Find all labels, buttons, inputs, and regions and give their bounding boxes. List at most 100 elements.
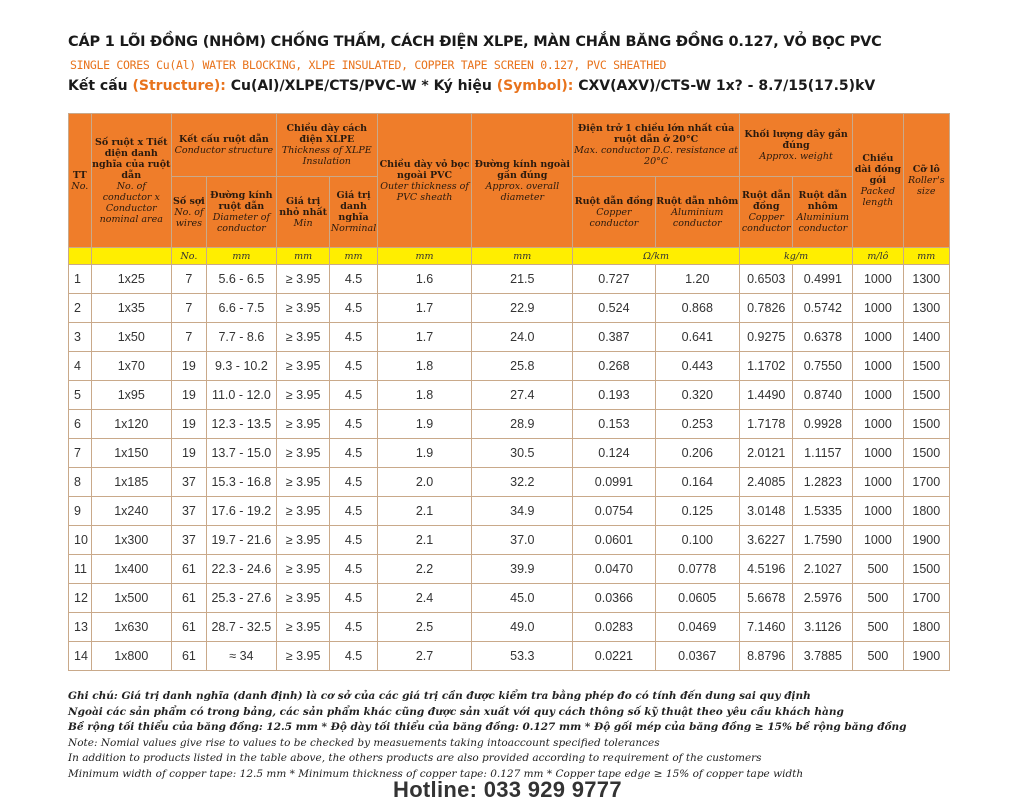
table-cell: 8 [68, 467, 92, 497]
table-cell: 2.1 [376, 525, 473, 555]
table-cell: 1500 [902, 380, 951, 410]
table-row: 12 1x500 61 25.3 - 27.6 ≥ 3.95 4.5 2.4 45.0 0.03… [68, 583, 951, 613]
table-cell: 1900 [902, 525, 951, 555]
table-cell: 1.1702 [738, 351, 794, 381]
table-cell: 4.5 [329, 351, 378, 381]
table-cell: 0.206 [654, 438, 740, 468]
table-cell: 1500 [902, 409, 951, 439]
table-cell: 1x185 [90, 467, 172, 497]
unit-pvc: mm [376, 247, 473, 265]
table-cell: 1.7178 [738, 409, 794, 439]
table-cell: 1x95 [90, 380, 172, 410]
table-cell: 2.4 [376, 583, 473, 613]
table-cell: 1500 [902, 438, 951, 468]
table-cell: 61 [170, 612, 207, 642]
header-resistance-al: Ruột dẫn nhôm Aluminium conductor [654, 176, 740, 248]
note-en-1: Note: Nomial values give rise to values … [68, 736, 660, 749]
table-cell: 1.2823 [792, 467, 854, 497]
table-cell: 1700 [902, 583, 951, 613]
table-cell: 1000 [852, 467, 904, 497]
table-cell: 1 [68, 264, 92, 294]
table-cell: 7 [170, 322, 207, 352]
table-cell: ≈ 34 [205, 641, 277, 671]
table-cell: 1.7 [376, 322, 473, 352]
table-cell: ≥ 3.95 [275, 409, 331, 439]
page-title: CÁP 1 LÕI ĐỒNG (NHÔM) CHỐNG THẤM, CÁCH Đ… [68, 34, 882, 50]
table-cell: 19 [170, 438, 207, 468]
table-cell: 53.3 [471, 641, 574, 671]
table-row: 10 1x300 37 19.7 - 21.6 ≥ 3.95 4.5 2.1 37.0 0.06… [68, 525, 951, 555]
unit-xlpe-min: mm [275, 247, 331, 265]
table-cell: 4.5 [329, 438, 378, 468]
header-conductor: Kết cấu ruột dẫn Conductor structure [170, 113, 277, 177]
table-cell: 1.6 [376, 264, 473, 294]
table-cell: 10 [68, 525, 92, 555]
table-cell: 1.8 [376, 351, 473, 381]
header-overall: Đường kính ngoài gần đúng Approx. overall… [471, 113, 574, 248]
table-row: 2 1x35 7 6.6 - 7.5 ≥ 3.95 4.5 1.7 22.9 0.524 0.86… [68, 293, 951, 323]
table-cell: 4.5 [329, 322, 378, 352]
table-cell: 4.5 [329, 612, 378, 642]
header-weight-al: Ruột dẫn nhôm Aluminium conductor [792, 176, 854, 248]
table-cell: 1000 [852, 351, 904, 381]
table-cell: 7 [170, 293, 207, 323]
table-cell: 61 [170, 583, 207, 613]
table-cell: 1000 [852, 409, 904, 439]
unit-packed: m/lô [852, 247, 904, 265]
structure-label-en: (Structure): [132, 78, 226, 94]
table-cell: 1300 [902, 293, 951, 323]
header-resistance: Điện trở 1 chiều lớn nhất của ruột dẫn ở… [572, 113, 740, 177]
table-cell: 4 [68, 351, 92, 381]
header-pvc: Chiều dày vỏ bọc ngoài PVC Outer thicknes… [376, 113, 473, 248]
table-cell: 19.7 - 21.6 [205, 525, 277, 555]
table-cell: 7.1460 [738, 612, 794, 642]
table-cell: 28.7 - 32.5 [205, 612, 277, 642]
table-cell: 0.868 [654, 293, 740, 323]
table-cell: 37 [170, 496, 207, 526]
table-cell: 0.320 [654, 380, 740, 410]
table-row: 8 1x185 37 15.3 - 16.8 ≥ 3.95 4.5 2.0 32.2 0.099… [68, 467, 951, 497]
table-cell: 7.7 - 8.6 [205, 322, 277, 352]
table-cell: 2.5976 [792, 583, 854, 613]
table-cell: 49.0 [471, 612, 574, 642]
table-cell: ≥ 3.95 [275, 438, 331, 468]
table-row: 7 1x150 19 13.7 - 15.0 ≥ 3.95 4.5 1.9 30.5 0.124… [68, 438, 951, 468]
table-cell: 0.7826 [738, 293, 794, 323]
table-cell: 14 [68, 641, 92, 671]
table-cell: 19 [170, 351, 207, 381]
table-cell: 1.7590 [792, 525, 854, 555]
table-cell: ≥ 3.95 [275, 264, 331, 294]
table-cell: 0.124 [572, 438, 656, 468]
table-cell: 4.5 [329, 467, 378, 497]
table-cell: 0.5742 [792, 293, 854, 323]
table-cell: 1000 [852, 525, 904, 555]
table-cell: ≥ 3.95 [275, 554, 331, 584]
table-row: 1 1x25 7 5.6 - 6.5 ≥ 3.95 4.5 1.6 21.5 0.727 1.20… [68, 264, 951, 294]
table-cell: 4.5 [329, 409, 378, 439]
table-row: 11 1x400 61 22.3 - 24.6 ≥ 3.95 4.5 2.2 39.9 0.04… [68, 554, 951, 584]
table-cell: 1x120 [90, 409, 172, 439]
table-cell: 5.6 - 6.5 [205, 264, 277, 294]
table-cell: 0.0778 [654, 554, 740, 584]
table-cell: 1000 [852, 380, 904, 410]
table-cell: 22.9 [471, 293, 574, 323]
table-cell: 2.1027 [792, 554, 854, 584]
table-cell: 28.9 [471, 409, 574, 439]
table-cell: 17.6 - 19.2 [205, 496, 277, 526]
unit-weight: kg/m [738, 247, 854, 265]
table-cell: 1x240 [90, 496, 172, 526]
table-cell: 11.0 - 12.0 [205, 380, 277, 410]
table-cell: 0.164 [654, 467, 740, 497]
units-row: No. mm mm mm mm mm Ω/km kg/m m/lô mm [68, 247, 951, 265]
table-cell: 1x500 [90, 583, 172, 613]
table-cell: 5.6678 [738, 583, 794, 613]
table-cell: 1.9 [376, 438, 473, 468]
table-cell: 1900 [902, 641, 951, 671]
table-cell: 4.5 [329, 583, 378, 613]
table-cell: 9.3 - 10.2 [205, 351, 277, 381]
spec-table: TT No. Số ruột x Tiết diện danh nghĩa của… [68, 113, 951, 671]
table-cell: 15.3 - 16.8 [205, 467, 277, 497]
table-cell: 0.6503 [738, 264, 794, 294]
unit-roller: mm [902, 247, 951, 265]
table-cell: 0.253 [654, 409, 740, 439]
